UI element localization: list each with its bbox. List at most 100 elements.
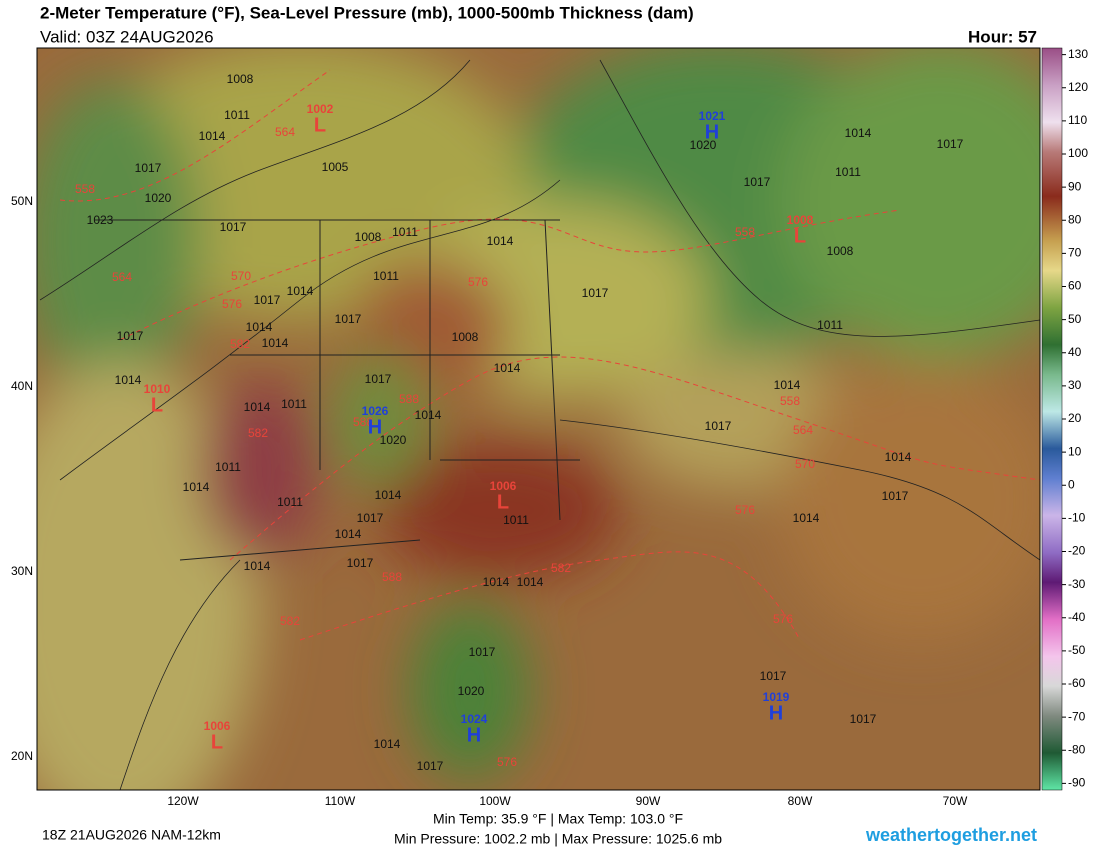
- colorbar-label: -20: [1068, 544, 1086, 558]
- thickness-label: 588: [399, 392, 419, 406]
- center-pressure: 1026: [362, 404, 389, 418]
- colorbar-label: -60: [1068, 676, 1086, 690]
- isobar-label: 1017: [220, 220, 247, 234]
- thickness-label: 582: [551, 561, 571, 575]
- isobar-label: 1014: [517, 575, 544, 589]
- isobar-label: 1011: [817, 318, 843, 332]
- isobar-label: 1008: [827, 244, 854, 258]
- colorbar-label: -90: [1068, 776, 1086, 790]
- thickness-label: 570: [795, 457, 815, 471]
- isobar-label: 1014: [183, 480, 210, 494]
- thickness-label: 576: [773, 612, 793, 626]
- thickness-label: 564: [275, 125, 295, 139]
- isobar-label: 1014: [115, 373, 142, 387]
- isobar-label: 1008: [227, 72, 254, 86]
- lon-label: 70W: [943, 794, 968, 808]
- isobar-label: 1014: [244, 559, 271, 573]
- isobar-label: 1017: [744, 175, 771, 189]
- isobar-label: 1017: [335, 312, 362, 326]
- lon-label: 90W: [636, 794, 661, 808]
- isobar-label: 1014: [415, 408, 442, 422]
- colorbar-label: -70: [1068, 709, 1086, 723]
- colorbar-label: 60: [1068, 279, 1082, 293]
- thickness-label: 582: [248, 426, 268, 440]
- isobar-label: 1020: [458, 684, 485, 698]
- isobar-label: 1014: [494, 361, 521, 375]
- isobar-label: 1014: [487, 234, 514, 248]
- thickness-label: 558: [780, 394, 800, 408]
- thickness-label: 576: [735, 503, 755, 517]
- isobar-label: 1011: [373, 269, 399, 283]
- isobar-label: 1014: [246, 320, 273, 334]
- thickness-label: 564: [112, 270, 132, 284]
- isobar-label: 1005: [322, 160, 349, 174]
- center-letter: L: [314, 114, 326, 136]
- isobar-label: 1017: [365, 372, 392, 386]
- colorbar: [1041, 47, 1063, 791]
- colorbar-label: -50: [1068, 643, 1086, 657]
- isobar-label: 1014: [793, 511, 820, 525]
- pressure-range: Min Pressure: 1002.2 mb | Max Pressure: …: [394, 831, 722, 847]
- thickness-label: 582: [280, 614, 300, 628]
- isobar-label: 1023: [87, 213, 114, 227]
- center-letter: H: [467, 724, 481, 746]
- colorbar-label: 50: [1068, 312, 1082, 326]
- colorbar-label: -10: [1068, 511, 1086, 525]
- site-credit: weathertogether.net: [865, 825, 1037, 845]
- center-letter: H: [769, 702, 783, 724]
- center-pressure: 1008: [787, 213, 814, 227]
- center-pressure: 1024: [461, 712, 488, 726]
- colorbar-label: 70: [1068, 246, 1082, 260]
- thickness-label: 558: [735, 225, 755, 239]
- forecast-hour: Hour: 57: [968, 27, 1037, 46]
- center-letter: H: [705, 121, 719, 143]
- title: 2-Meter Temperature (°F), Sea-Level Pres…: [40, 3, 694, 22]
- isobar-label: 1020: [380, 433, 407, 447]
- center-pressure: 1010: [144, 382, 171, 396]
- isobar-label: 1014: [885, 450, 912, 464]
- center-pressure: 1019: [763, 690, 790, 704]
- isobar-label: 1020: [690, 138, 717, 152]
- lon-label: 100W: [479, 794, 511, 808]
- center-pressure: 1021: [699, 109, 726, 123]
- isobar-label: 1008: [452, 330, 479, 344]
- isobar-label: 1020: [145, 191, 172, 205]
- isobar-label: 1008: [355, 230, 382, 244]
- isobar-label: 1014: [262, 336, 289, 350]
- isobar-label: 1014: [335, 527, 362, 541]
- thickness-label: 588: [382, 570, 402, 584]
- isobar-label: 1017: [417, 759, 444, 773]
- isobar-label: 1017: [850, 712, 877, 726]
- lon-label: 80W: [788, 794, 813, 808]
- isobar-label: 1014: [375, 488, 402, 502]
- thickness-lines: [59, 69, 1040, 641]
- colorbar-label: 110: [1068, 113, 1087, 127]
- isobar-label: 1017: [582, 286, 609, 300]
- colorbar-label: 120: [1068, 80, 1088, 94]
- isobar-label: 1014: [374, 737, 401, 751]
- lat-label: 30N: [11, 564, 33, 578]
- center-letter: L: [497, 491, 509, 513]
- colorbar-label: 30: [1068, 378, 1082, 392]
- isobar-label: 1017: [882, 489, 909, 503]
- isobar-label: 1017: [760, 669, 787, 683]
- thickness-label: 576: [497, 755, 517, 769]
- isobar-label: 1014: [287, 284, 314, 298]
- center-pressure: 1006: [204, 719, 231, 733]
- thickness-label: 570: [231, 269, 251, 283]
- isobar-label: 1017: [135, 161, 162, 175]
- isobar-label: 1014: [244, 400, 271, 414]
- lon-label: 120W: [167, 794, 199, 808]
- colorbar-label: 90: [1068, 179, 1082, 193]
- colorbar-label: 130: [1068, 47, 1088, 61]
- state-borders: [95, 219, 580, 561]
- isobar-label: 1011: [503, 513, 529, 527]
- thickness-label: 558: [75, 182, 95, 196]
- center-letter: L: [211, 731, 223, 753]
- isobar-label: 1014: [199, 129, 226, 143]
- isobar-label: 1017: [254, 293, 281, 307]
- valid-time: Valid: 03Z 24AUG2026: [40, 27, 214, 46]
- isobar-label: 1011: [215, 460, 241, 474]
- center-pressure: 1006: [490, 479, 517, 493]
